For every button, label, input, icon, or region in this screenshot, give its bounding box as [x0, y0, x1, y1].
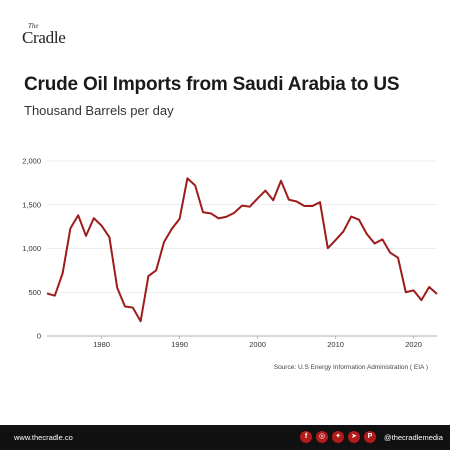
series-line-saudi-imports [46, 177, 438, 323]
chart-subtitle: Thousand Barrels per day [24, 103, 174, 118]
footer-bar: www.thecradle.co f ◎ ✦ ➤ P @thecradlemed… [0, 425, 450, 450]
logo-the-text: The [28, 22, 39, 30]
grid-lines [47, 160, 437, 337]
y-tick-label: 1,500 [22, 200, 41, 209]
y-axis: 0 500 1,000 1,500 2,000 [22, 157, 41, 341]
x-axis: 1980 1990 2000 2010 2020 [93, 336, 422, 349]
x-tick-label: 1980 [93, 340, 110, 349]
telegram-icon[interactable]: ➤ [348, 431, 360, 443]
y-tick-label: 0 [37, 332, 41, 341]
line-chart: 0 500 1,000 1,500 2,000 1980 1990 2000 2010 2020 [22, 157, 438, 349]
y-tick-label: 500 [28, 288, 41, 297]
twitter-icon[interactable]: ✦ [332, 431, 344, 443]
x-tick-label: 2020 [405, 340, 422, 349]
social-handle[interactable]: @thecradlemedia [384, 433, 443, 442]
logo-wordmark: Cradle [22, 28, 66, 47]
x-tick-label: 2010 [327, 340, 344, 349]
x-tick-label: 2000 [249, 340, 266, 349]
website-link[interactable]: www.thecradle.co [14, 433, 73, 442]
source-note: Source: U.S Energy Information Administr… [273, 364, 428, 371]
instagram-icon[interactable]: ◎ [316, 431, 328, 443]
chart-title: Crude Oil Imports from Saudi Arabia to U… [24, 74, 400, 95]
y-tick-label: 1,000 [22, 244, 41, 253]
x-tick-label: 1990 [171, 340, 188, 349]
facebook-icon[interactable]: f [300, 431, 312, 443]
cradle-logo: The Cradle [22, 22, 82, 52]
y-tick-label: 2,000 [22, 157, 41, 166]
patreon-icon[interactable]: P [364, 431, 376, 443]
